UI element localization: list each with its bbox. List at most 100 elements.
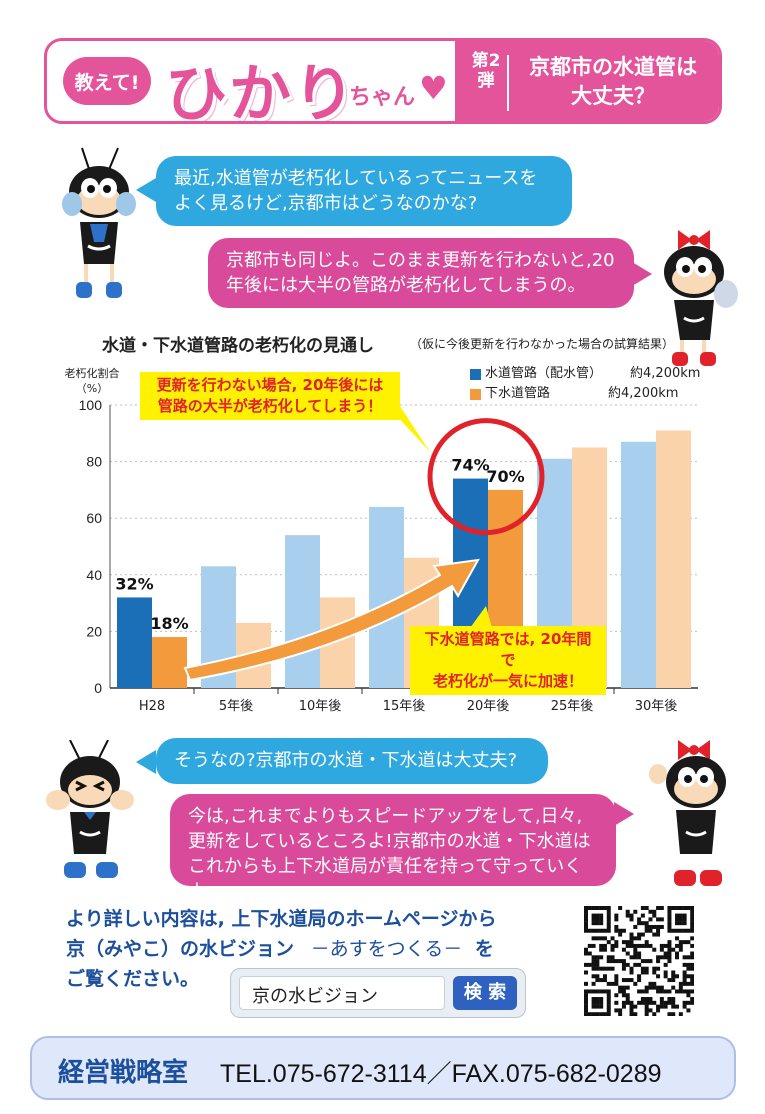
qr-module bbox=[584, 913, 588, 918]
header-volume: 第2弾 bbox=[471, 51, 501, 91]
bar-water bbox=[285, 535, 320, 688]
qr-module bbox=[595, 928, 600, 933]
qr-module bbox=[637, 974, 642, 979]
qr-module bbox=[648, 981, 653, 986]
qr-module bbox=[682, 928, 687, 933]
qr-module bbox=[591, 943, 596, 948]
qr-module bbox=[595, 921, 600, 926]
qr-module bbox=[606, 993, 611, 998]
qr-module bbox=[595, 974, 600, 979]
header-title: 京都市の水道管は 大丈夫？ bbox=[529, 55, 697, 108]
boy-question-bubble-2: そうなの?京都市の水道・下水道は大丈夫? bbox=[156, 738, 548, 784]
qr-module bbox=[682, 978, 687, 983]
qr-module bbox=[633, 947, 638, 952]
qr-module bbox=[675, 1004, 680, 1009]
qr-module bbox=[591, 966, 596, 971]
qr-module bbox=[686, 928, 691, 933]
qr-module bbox=[614, 913, 619, 918]
qr-module bbox=[614, 1000, 619, 1005]
data-label: 70% bbox=[486, 467, 524, 486]
qr-module bbox=[606, 1008, 611, 1013]
data-label: 74% bbox=[451, 456, 489, 475]
qr-module bbox=[618, 989, 623, 994]
qr-module bbox=[690, 962, 694, 967]
department-name: 経営戦略室 bbox=[58, 1058, 189, 1088]
qr-module bbox=[625, 997, 630, 1002]
qr-module bbox=[602, 936, 607, 941]
qr-module bbox=[637, 932, 642, 937]
qr-module bbox=[599, 966, 604, 971]
qr-module bbox=[667, 978, 672, 983]
header-banner: 教えて! ひかり ちゃん ♥ 第2弾 京都市の水道管は 大丈夫？ bbox=[44, 38, 722, 124]
info-text: より詳しい内容は, 上下水道局のホームページから 京（みやこ）の水ビジョン －あ… bbox=[66, 908, 497, 990]
qr-module bbox=[656, 1004, 661, 1009]
qr-module bbox=[667, 921, 672, 926]
qr-module bbox=[629, 940, 634, 945]
boy-question-bubble: 最近,水道管が老朽化しているってニュースをよく見るけど,京都市はどうなのかな? bbox=[156, 156, 572, 226]
qr-module bbox=[644, 924, 649, 929]
qr-module bbox=[625, 909, 630, 914]
qr-module bbox=[614, 924, 619, 929]
qr-module bbox=[633, 1012, 638, 1016]
qr-module bbox=[671, 906, 676, 910]
qr-module bbox=[587, 906, 592, 910]
qr-module bbox=[644, 989, 649, 994]
qr-module bbox=[652, 970, 657, 975]
qr-module bbox=[652, 1000, 657, 1005]
qr-module bbox=[652, 981, 657, 986]
qr-module bbox=[621, 940, 626, 945]
qr-module bbox=[591, 962, 596, 967]
qr-module bbox=[618, 932, 623, 937]
qr-module bbox=[610, 947, 615, 952]
qr-module bbox=[686, 940, 691, 945]
qr-module bbox=[659, 1000, 664, 1005]
qr-module bbox=[599, 1004, 604, 1009]
legend-item-water: 水道管路（配水管） 約4,200km bbox=[470, 364, 700, 384]
qr-module bbox=[675, 917, 680, 922]
girl-character-icon bbox=[649, 740, 726, 886]
qr-module bbox=[682, 970, 687, 975]
qr-module bbox=[602, 1012, 607, 1016]
bar-water bbox=[117, 597, 152, 688]
boy-character-icon bbox=[46, 740, 134, 878]
qr-module bbox=[644, 906, 649, 910]
qr-module bbox=[656, 955, 661, 960]
qr-module bbox=[629, 1000, 634, 1005]
qr-module bbox=[606, 928, 611, 933]
qr-module bbox=[610, 959, 615, 964]
qr-module bbox=[629, 1008, 634, 1013]
qr-module bbox=[591, 921, 596, 926]
qr-module bbox=[606, 921, 611, 926]
qr-module bbox=[656, 924, 661, 929]
bubble-tail bbox=[614, 802, 634, 826]
search-input[interactable]: 京の水ビジョン bbox=[239, 976, 445, 1010]
header-title-panel bbox=[455, 41, 719, 121]
qr-module bbox=[602, 974, 607, 979]
qr-module bbox=[599, 936, 604, 941]
qr-module bbox=[629, 1012, 634, 1016]
y-tick-label: 80 bbox=[86, 454, 102, 470]
girl-answer-bubble: 京都市も同じよ。このまま更新を行わないと,20年後には大半の管路が老朽化してしま… bbox=[208, 238, 634, 308]
qr-module bbox=[599, 1012, 604, 1016]
qr-module bbox=[595, 1000, 600, 1005]
search-button[interactable]: 検 索 bbox=[453, 976, 517, 1010]
qr-module bbox=[686, 993, 691, 998]
qr-module bbox=[614, 943, 619, 948]
qr-module bbox=[584, 970, 588, 975]
boy-character-icon bbox=[62, 147, 136, 298]
bar-sewer bbox=[152, 637, 187, 688]
qr-code-icon[interactable] bbox=[584, 906, 694, 1016]
qr-module bbox=[686, 955, 691, 960]
qr-module bbox=[633, 936, 638, 941]
data-label: 18% bbox=[150, 614, 188, 633]
qr-module bbox=[644, 1008, 649, 1013]
qr-module bbox=[584, 947, 588, 952]
qr-module bbox=[591, 936, 596, 941]
qr-module bbox=[671, 970, 676, 975]
qr-module bbox=[690, 966, 694, 971]
qr-module bbox=[690, 974, 694, 979]
qr-module bbox=[584, 1000, 588, 1005]
qr-module bbox=[682, 981, 687, 986]
qr-module bbox=[675, 955, 680, 960]
qr-module bbox=[648, 1008, 653, 1013]
